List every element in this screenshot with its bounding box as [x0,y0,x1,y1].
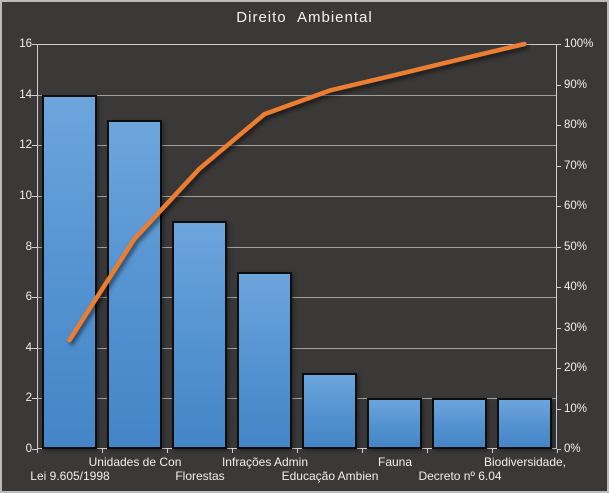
bar-7[interactable] [432,398,487,449]
x-axis-tick [167,449,168,453]
right-axis-tick [557,287,561,288]
right-axis-tick [557,247,561,248]
x-axis-tick [297,449,298,453]
left-axis-tick [32,145,37,146]
right-axis-tick-label: 100% [564,38,594,50]
bar-4[interactable] [237,272,292,449]
x-axis-tick [427,449,428,453]
left-axis-tick [32,44,37,45]
h-gridline [38,398,556,399]
x-category-label: Educação Ambien [281,469,379,483]
x-axis-tick [232,449,233,453]
bar-3[interactable] [172,221,227,449]
left-axis-tick-label: 10 [19,190,32,202]
left-axis-tick-label: 8 [25,241,32,253]
right-axis-tick-label: 80% [564,119,588,131]
x-axis-tick [557,449,558,453]
left-axis-tick-label: 4 [25,342,32,354]
left-axis-tick [32,449,37,450]
right-axis-tick [557,166,561,167]
x-axis-tick [102,449,103,453]
right-axis-tick-label: 20% [564,362,588,374]
x-category-label: Infrações Admin [221,455,309,469]
left-axis-tick [32,297,37,298]
right-axis-tick-label: 40% [564,281,588,293]
left-axis-tick-label: 14 [19,89,32,101]
x-axis-tick [37,449,38,453]
left-axis-tick [32,196,37,197]
x-category-label: Fauna [377,455,413,469]
left-axis-tick [32,348,37,349]
right-axis-tick [557,85,561,86]
right-axis-tick-label: 0% [564,443,581,455]
x-category-label: Lei 9.605/1998 [30,469,110,483]
right-axis-tick-label: 70% [564,160,588,172]
left-axis-tick-label: 12 [19,139,32,151]
left-axis-tick [32,95,37,96]
right-axis-tick [557,328,561,329]
x-axis-tick [362,449,363,453]
right-axis-tick [557,125,561,126]
right-axis-tick-label: 30% [564,322,588,334]
right-axis-tick-label: 10% [564,403,588,415]
right-axis-tick [557,409,561,410]
right-axis-tick [557,206,561,207]
left-axis-tick-label: 16 [19,38,32,50]
right-axis-tick-label: 90% [564,79,588,91]
h-gridline [38,348,556,349]
bar-2[interactable] [107,120,162,449]
x-category-label: Biodiversidade, [483,455,567,469]
left-axis-tick [32,398,37,399]
left-axis-tick-label: 2 [25,392,32,404]
h-gridline [38,95,556,96]
x-axis-tick [492,449,493,453]
left-axis-tick-label: 6 [25,291,32,303]
chart-title: Direito Ambiental [236,9,373,26]
x-category-label: Unidades de Con [88,455,182,469]
right-axis-tick-label: 50% [564,241,588,253]
right-axis-tick [557,368,561,369]
right-axis-tick-label: 60% [564,200,588,212]
bar-5[interactable] [302,373,357,449]
right-axis-tick [557,449,561,450]
right-axis-tick [557,44,561,45]
x-category-label: Decreto nº 6.04 [418,469,502,483]
x-category-label: Florestas [175,469,225,483]
left-axis-tick-label: 0 [25,443,32,455]
left-axis-tick [32,247,37,248]
bar-1[interactable] [42,95,97,449]
bar-6[interactable] [367,398,422,449]
bar-8[interactable] [497,398,552,449]
